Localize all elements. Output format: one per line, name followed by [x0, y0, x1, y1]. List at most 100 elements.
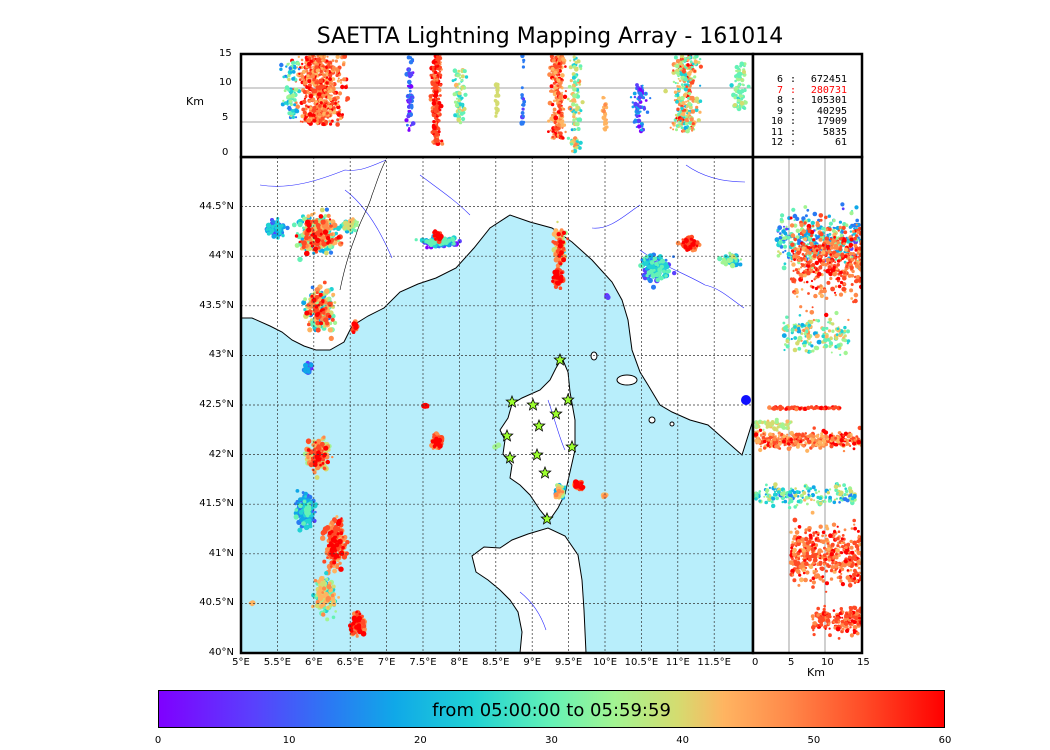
lightning-source-point — [685, 105, 688, 108]
lightning-source-point — [776, 254, 781, 258]
sardinia — [471, 527, 587, 653]
lightning-source-point — [799, 235, 803, 240]
lightning-source-point — [686, 125, 689, 128]
lightning-source-point — [674, 113, 678, 117]
lightning-source-point — [431, 48, 435, 52]
lightning-source-point — [338, 561, 342, 565]
lightning-source-point — [643, 258, 646, 262]
lightning-source-point — [521, 107, 525, 111]
lightning-source-point — [556, 110, 561, 114]
lightning-source-point — [569, 100, 572, 103]
lightning-source-point — [779, 217, 784, 222]
lightning-source-point — [686, 58, 690, 62]
lightning-source-point — [550, 70, 553, 73]
lightning-source-point — [321, 449, 324, 452]
lightning-source-point — [309, 109, 313, 113]
lightning-source-point — [797, 238, 801, 243]
lightning-source-point — [409, 84, 414, 89]
lightning-source-point — [659, 264, 665, 269]
lightning-source-point — [447, 238, 451, 243]
lightning-source-point — [803, 205, 808, 209]
lightning-source-point — [308, 236, 311, 239]
lightning-source-point — [439, 76, 442, 79]
lightning-source-point — [461, 116, 466, 122]
lightning-cluster-center — [429, 431, 445, 450]
lightning-source-point — [832, 218, 836, 223]
lightning-source-point — [334, 610, 338, 613]
lightning-source-point — [495, 91, 499, 95]
lightning-source-point — [723, 260, 727, 265]
lightning-source-point — [335, 68, 340, 73]
lightning-source-point — [459, 108, 462, 111]
main-map[interactable] — [241, 157, 753, 653]
lightning-source-point — [293, 87, 299, 92]
altitude-latitude-panel[interactable] — [753, 157, 865, 653]
lightning-source-point — [331, 222, 338, 229]
lightning-source-point — [330, 596, 336, 601]
lightning-source-point — [456, 73, 460, 78]
lightning-source-point — [452, 68, 458, 73]
lightning-source-point — [345, 99, 348, 102]
lightning-source-point — [435, 62, 438, 66]
lightning-source-point — [278, 232, 282, 235]
lightning-source-point — [322, 308, 325, 311]
lightning-source-point — [684, 238, 689, 244]
lightning-source-point — [693, 59, 698, 64]
lightning-source-point — [841, 257, 844, 261]
lightning-source-point — [785, 225, 788, 228]
lightning-source-point — [437, 101, 442, 105]
lightning-source-point — [319, 575, 325, 582]
lightning-source-point — [302, 499, 307, 504]
lightning-source-point — [680, 83, 684, 86]
lightning-source-point — [638, 87, 642, 91]
lightning-source-point — [331, 77, 336, 81]
lightning-source-point — [464, 75, 469, 79]
lightning-source-point — [562, 61, 566, 65]
lightning-source-point — [575, 83, 578, 87]
lightning-source-point — [637, 107, 640, 111]
lightning-source-point — [312, 234, 318, 240]
lightning-cluster-liguria-red — [432, 229, 444, 245]
lightning-source-point — [304, 104, 308, 108]
lightning-source-point — [315, 327, 321, 333]
lightning-source-point — [549, 54, 555, 59]
lightning-source-point — [812, 211, 818, 217]
lightning-source-point — [324, 288, 330, 294]
lightning-source-point — [564, 90, 568, 93]
lightning-source-point — [339, 116, 343, 121]
lightning-source-point — [295, 489, 300, 493]
lightning-cluster-sw-mid — [293, 489, 318, 533]
lightning-source-point — [672, 128, 675, 131]
lightning-source-point — [551, 115, 554, 118]
lightning-source-point — [457, 91, 462, 96]
lightning-source-point — [324, 70, 327, 73]
lightning-source-point — [306, 303, 310, 307]
lightning-source-point — [678, 85, 681, 89]
lightning-source-point — [314, 602, 320, 609]
lightning-source-point — [321, 462, 325, 465]
lightning-source-point — [305, 57, 309, 62]
lightning-source-point — [783, 236, 787, 241]
lightning-source-point — [434, 440, 439, 445]
lightning-source-point — [521, 65, 526, 69]
lightning-source-point — [319, 207, 325, 213]
lightning-source-point — [578, 64, 583, 69]
lightning-source-point — [320, 116, 325, 121]
lightning-source-point — [579, 109, 583, 113]
altitude-longitude-panel[interactable] — [241, 48, 753, 157]
lightning-source-point — [649, 263, 655, 269]
lightning-source-point — [293, 103, 297, 107]
lightning-source-point — [666, 269, 672, 274]
lightning-source-point — [673, 99, 677, 102]
lightning-source-point — [675, 128, 678, 132]
lightning-source-point — [437, 119, 441, 123]
lightning-source-point — [310, 318, 313, 321]
lightning-source-point — [680, 102, 683, 105]
lightning-source-point — [326, 226, 329, 230]
lightning-source-point — [742, 70, 746, 74]
lightning-source-point — [406, 114, 411, 119]
lightning-source-point — [331, 615, 336, 620]
lightning-source-point — [327, 301, 333, 307]
lightning-source-point — [649, 260, 655, 265]
lightning-source-point — [660, 258, 665, 264]
